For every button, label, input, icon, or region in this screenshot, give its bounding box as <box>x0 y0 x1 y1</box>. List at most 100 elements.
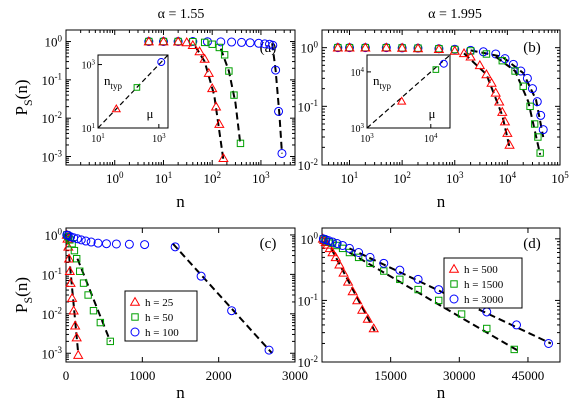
data-point <box>63 253 75 263</box>
fit-line <box>271 43 283 154</box>
data-point <box>84 291 92 299</box>
data-point <box>215 43 224 52</box>
data-point <box>189 38 197 46</box>
data-point <box>332 42 344 52</box>
data-point <box>490 87 501 97</box>
data-point <box>245 38 255 48</box>
legend-box <box>124 290 198 342</box>
legend-label: h = 1500 <box>464 279 504 291</box>
x-tick-label: 3000 <box>282 368 308 383</box>
inset-point <box>439 59 448 68</box>
data-point <box>482 50 491 58</box>
legend-label: h = 50 <box>145 312 174 324</box>
data-point <box>199 53 210 63</box>
y-tick-label: 100 <box>301 231 319 247</box>
plot-frame <box>321 227 561 363</box>
data-point <box>206 82 218 93</box>
data-point <box>538 125 548 135</box>
data-point <box>354 253 363 262</box>
data-point <box>344 243 354 253</box>
data-point <box>81 236 91 246</box>
data-point <box>360 42 371 52</box>
data-point <box>486 77 497 87</box>
data-point <box>194 46 205 56</box>
data-point <box>344 42 355 52</box>
data-point <box>230 91 238 99</box>
data-point <box>218 152 229 163</box>
x-axis-label: n <box>437 192 446 211</box>
series-circle <box>62 230 274 355</box>
series-triangle <box>317 233 379 333</box>
data-point <box>519 82 527 90</box>
data-point <box>268 40 278 50</box>
x-tick-label: 101 <box>341 170 359 186</box>
data-point <box>208 40 216 48</box>
data-point <box>366 259 374 268</box>
legend-marker <box>448 263 460 273</box>
data-point <box>72 349 84 359</box>
inset-x-tick-label: 103 <box>360 132 374 145</box>
data-point <box>158 36 169 46</box>
legend: h = 25 h = 50 h = 100 <box>124 290 198 342</box>
series-triangle <box>332 42 515 149</box>
legend-marker <box>450 280 458 288</box>
data-point <box>365 252 375 262</box>
fit-line <box>76 258 112 342</box>
y-tick-label: 10-2 <box>298 354 319 370</box>
data-point <box>357 304 368 314</box>
data-point <box>457 310 466 318</box>
data-point <box>124 239 134 249</box>
y-tick-label: 10-1 <box>298 98 319 114</box>
data-point <box>527 84 537 94</box>
data-point <box>497 106 508 116</box>
legend-label: h = 3000 <box>464 294 504 306</box>
data-point <box>508 59 518 69</box>
data-point <box>200 38 209 47</box>
fit-line <box>172 243 273 354</box>
data-point <box>71 332 82 342</box>
data-point <box>79 279 88 287</box>
plot-frame <box>321 29 561 166</box>
x-tick-label: 105 <box>551 170 569 186</box>
inset-y-label: ntyp <box>373 73 392 91</box>
inset-point <box>157 58 166 67</box>
data-point <box>465 51 476 61</box>
data-point <box>379 258 389 268</box>
panel-label: (b) <box>523 40 541 56</box>
data-point <box>500 54 510 64</box>
inset-x-label: μ <box>147 106 154 121</box>
data-point <box>143 36 155 46</box>
y-axis-label: PS(n) <box>12 80 35 116</box>
data-point <box>225 67 233 75</box>
data-point <box>324 242 336 253</box>
inset-point <box>133 84 141 91</box>
data-point <box>544 338 554 348</box>
panel-label: (c) <box>260 236 277 252</box>
inset-y-tick-label: 103 <box>82 59 96 72</box>
data-point <box>512 320 522 330</box>
inset-x-tick-label: 104 <box>424 132 438 145</box>
x-tick-label: 101 <box>155 170 173 186</box>
data-point <box>106 337 114 346</box>
data-point <box>277 148 287 158</box>
x-tick-label: 45000 <box>512 368 545 383</box>
inset-x-tick-label: 101 <box>91 132 105 145</box>
data-point <box>449 45 461 55</box>
inset-x-tick-label: 103 <box>152 132 166 145</box>
data-point <box>526 102 534 111</box>
inset: 103 104 103 104 μ ntyp <box>351 54 451 145</box>
data-point <box>362 313 374 323</box>
data-point <box>64 265 76 276</box>
data-point <box>504 139 515 149</box>
data-point <box>474 59 486 70</box>
data-point <box>414 285 422 294</box>
x-tick-label: 103 <box>446 170 464 186</box>
data-point <box>328 237 338 247</box>
y-tick-label: 100 <box>45 227 63 243</box>
fit-line <box>68 255 80 354</box>
data-point <box>522 73 532 83</box>
y-tick-label: 10-2 <box>42 306 63 322</box>
